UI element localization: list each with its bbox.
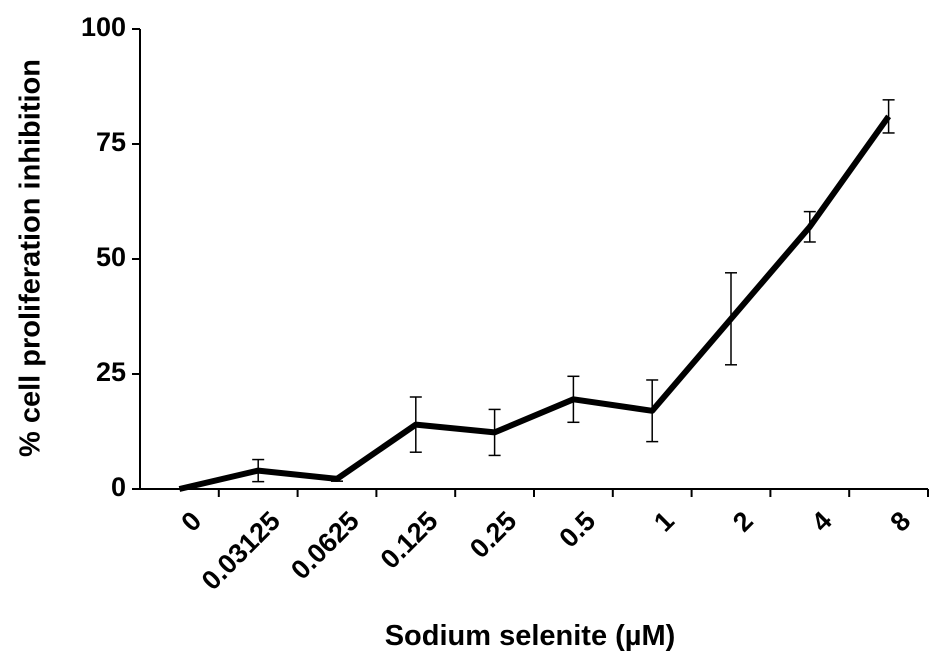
y-axis-title: % cell proliferation inhibition — [15, 59, 47, 457]
y-tick-label: 50 — [96, 242, 126, 272]
data-line — [178, 114, 892, 492]
x-tick-label: 1 — [648, 506, 680, 538]
y-tick-label: 0 — [111, 472, 126, 502]
x-tick-label: 2 — [727, 506, 759, 538]
x-tick-label: 8 — [885, 506, 917, 538]
x-tick-label: 0 — [175, 506, 207, 538]
x-tick-label: 0.5 — [553, 506, 601, 554]
x-tick-label: 0.03125 — [196, 506, 286, 596]
x-tick-label: 0.0625 — [285, 506, 365, 586]
y-tick-label: 25 — [96, 357, 126, 387]
x-axis-title: Sodium selenite (µM) — [385, 620, 676, 652]
x-tick-label: 4 — [806, 506, 838, 538]
y-tick-label: 100 — [81, 12, 126, 42]
x-tick-label: 0.125 — [375, 506, 444, 575]
y-tick-label: 75 — [96, 127, 126, 157]
x-tick-label: 0.25 — [464, 506, 522, 564]
